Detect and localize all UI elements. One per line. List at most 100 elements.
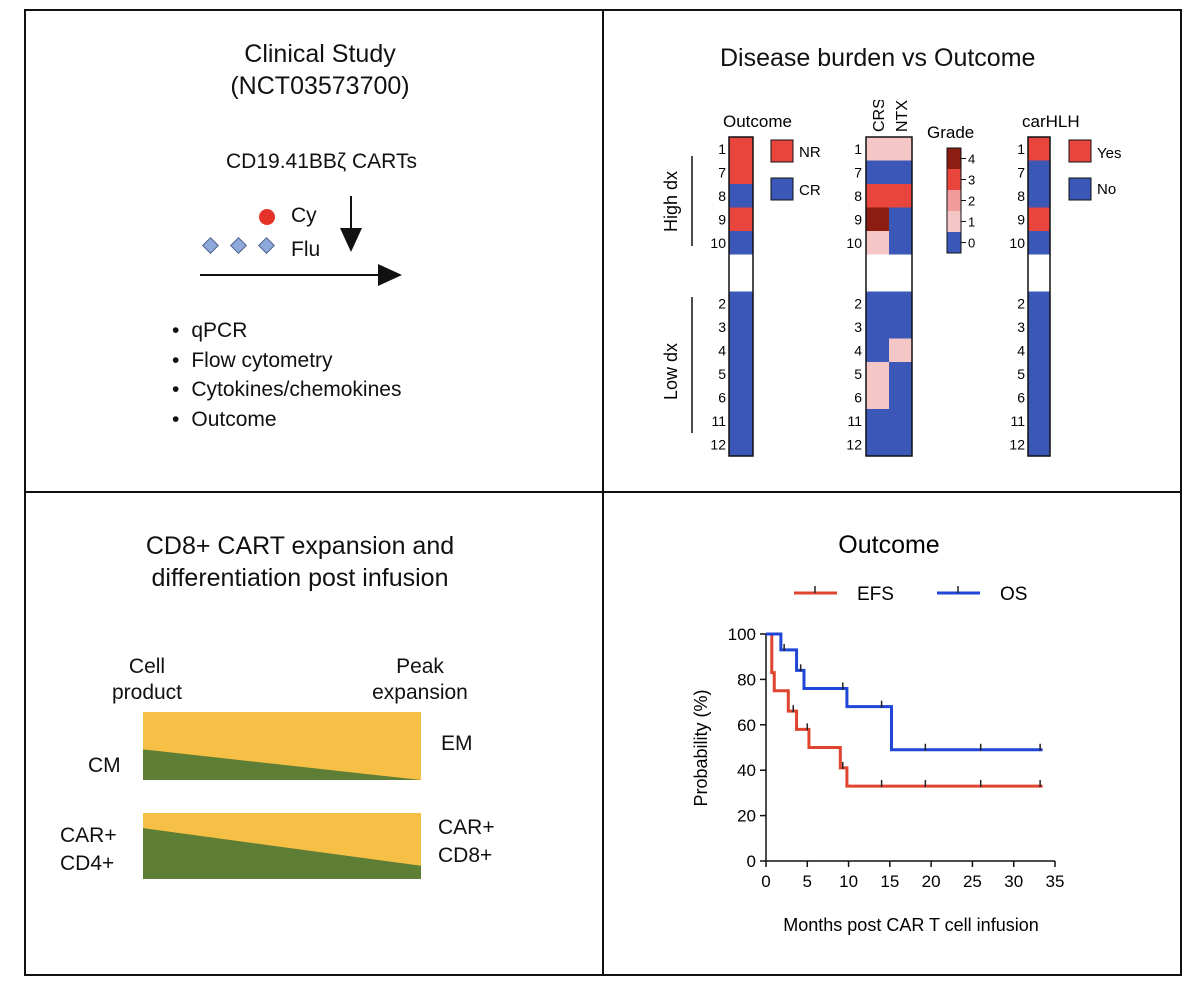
ntx-header: NTX [894,100,911,132]
carhlh-cell [1028,432,1050,456]
grade-tick-label: 4 [968,152,975,167]
outcome-cell [729,338,753,362]
grade-bar-segment [947,158,961,169]
series-line-efs [766,632,1043,788]
row-label-outcome: 4 [718,343,726,359]
peak-expansion-line2: expansion [372,681,468,704]
cell-product-line2: product [111,681,183,704]
row-label-carhlh: 6 [1017,390,1025,406]
row-label-crs: 6 [854,390,862,406]
row-label-crs: 5 [854,366,862,382]
em-label: EM [441,732,473,755]
x-tick-label: 30 [1004,872,1023,891]
grade-bar-segment [947,148,961,159]
grade-header: Grade [927,123,974,142]
grade-bar-segment [947,169,961,180]
cell-product-line1: Cell [128,655,166,678]
y-tick-label: 40 [737,761,756,780]
ntx-cell [889,184,912,208]
row-label-carhlh: 10 [1009,235,1025,251]
row-label-carhlh: 1 [1017,141,1025,157]
study-title-line1: Clinical Study [244,40,396,68]
x-tick-label: 25 [963,872,982,891]
outcome-column-frame [728,136,754,457]
assay-list: qPCR Flow cytometry Cytokines/chemokines… [172,316,401,434]
carhlh-cell [1028,207,1050,231]
flu-diamond-icon-1 [202,237,219,254]
series-line-os [766,632,1043,752]
car-cd8-line1: CAR+ [438,816,495,839]
legend-no-label: No [1097,181,1116,198]
car-cd4-label: CAR+ CD4+ [60,822,117,878]
grade-tick-label: 0 [968,236,975,251]
flu-diamond-icon-3 [258,237,275,254]
product-label: CD19.41BBζ CARTs [226,150,417,173]
cd4-wedge [143,828,421,879]
cm-label: CM [88,754,121,777]
flu-label: Flu [291,238,321,261]
study-title-line2: (NCT03573700) [230,72,410,100]
crs-cell [866,385,889,409]
ntx-cell [889,137,912,161]
carhlh-cell [1028,385,1050,409]
carhlh-header: carHLH [1022,112,1080,131]
car-cd4-line1: CAR+ [60,824,117,847]
carhlh-cell [1028,291,1050,315]
group-low-label: Low dx [661,343,681,400]
ntx-cell [889,362,912,386]
infusion-arrow-head [340,228,362,252]
outcome-cell [729,207,753,231]
y-tick-label: 80 [737,670,756,689]
x-tick-label: 35 [1046,872,1065,891]
x-tick-label: 0 [761,872,770,891]
x-axis-label: Months post CAR T cell infusion [783,915,1038,935]
x-tick-label: 20 [922,872,941,891]
row-label-crs: 11 [847,413,862,429]
row-label-carhlh: 3 [1017,319,1025,335]
crs-cell [866,160,889,184]
burden-heatmap: Outcome CRS NTX Grade carHLH High dx Low… [661,100,1121,457]
grade-tick-label: 3 [968,173,975,188]
crs-cell [866,432,889,456]
ntx-cell [889,315,912,339]
carhlh-cell [1028,409,1050,433]
carhlh-cell [1028,362,1050,386]
carhlh-cell [1028,315,1050,339]
row-label-carhlh: 5 [1017,366,1025,382]
ntx-cell [889,231,912,255]
assay-item: Flow cytometry [172,346,401,376]
row-label-crs: 9 [854,212,862,228]
y-tick-label: 20 [737,807,756,826]
crs-cell [866,362,889,386]
row-label-outcome: 5 [718,366,726,382]
crs-cell [866,315,889,339]
row-label-crs: 3 [854,319,862,335]
crs-cell [866,291,889,315]
row-label-carhlh: 2 [1017,296,1025,312]
grade-bar-segment [947,190,961,201]
row-label-outcome: 3 [718,319,726,335]
burden-title: Disease burden vs Outcome [720,44,1036,72]
row-label-outcome: 7 [718,165,726,181]
ntx-cell [889,409,912,433]
outcome-cell [729,362,753,386]
expansion-title: CD8+ CART expansion and differentiation … [100,530,500,594]
grade-bar-segment [947,179,961,190]
peak-expansion-header: Peak expansion [362,654,478,706]
car-cd4-line2: CD4+ [60,852,115,875]
y-tick-label: 60 [737,716,756,735]
car-cd8-label: CAR+ CD8+ [438,814,495,870]
y-tick-label: 0 [747,852,756,871]
grade-tick-label: 2 [968,194,975,209]
crs-cell [866,184,889,208]
crs-cell [866,137,889,161]
outcome-cell [729,432,753,456]
crs-ntx-column-frame [865,136,913,457]
legend-yes-swatch [1068,139,1092,163]
crs-cell [866,207,889,231]
crs-cell [866,231,889,255]
row-label-crs: 10 [846,235,862,251]
cy-dot-icon [259,209,275,225]
cell-product-header: Cell product [100,654,194,706]
row-label-carhlh: 12 [1009,437,1025,453]
